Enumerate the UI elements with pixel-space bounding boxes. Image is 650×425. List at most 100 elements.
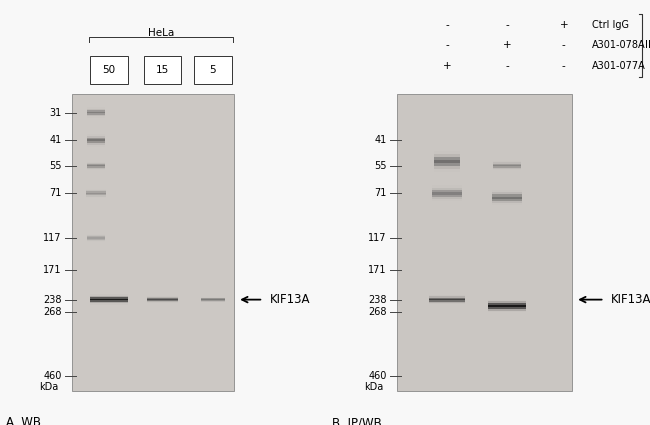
Text: kDa: kDa [364, 382, 384, 393]
Bar [493, 169, 521, 170]
Bar [432, 195, 461, 197]
Text: 238: 238 [369, 295, 387, 305]
Bar [87, 145, 105, 147]
Bar [86, 194, 105, 196]
Bar [87, 136, 105, 138]
Text: +: + [443, 61, 451, 71]
Text: -: - [445, 40, 448, 51]
Bar [201, 297, 225, 298]
Text: 117: 117 [369, 233, 387, 243]
Bar [90, 302, 127, 303]
Bar [147, 302, 178, 303]
Bar [493, 165, 521, 167]
Bar [86, 190, 105, 191]
Bar [434, 163, 460, 166]
Bar [87, 164, 105, 165]
Bar [87, 141, 105, 143]
Bar [493, 167, 521, 168]
Bar [87, 163, 105, 164]
Text: 268: 268 [44, 307, 62, 317]
Bar [432, 187, 461, 190]
Text: 71: 71 [374, 188, 387, 198]
Text: kDa: kDa [39, 382, 58, 393]
Bar [72, 94, 234, 391]
Text: 41: 41 [49, 135, 62, 145]
Text: 460: 460 [369, 371, 387, 381]
Bar [87, 110, 105, 112]
Bar [147, 296, 178, 297]
Text: -: - [562, 61, 566, 71]
Bar [432, 190, 461, 192]
Bar [86, 193, 105, 194]
Bar [90, 296, 127, 297]
Text: HeLa: HeLa [148, 28, 174, 38]
Bar [432, 192, 461, 195]
Bar [493, 164, 521, 165]
Bar [488, 305, 526, 307]
Bar [491, 195, 523, 196]
Bar [86, 196, 105, 197]
Bar [87, 162, 105, 163]
Bar [429, 298, 465, 299]
Text: 55: 55 [49, 161, 62, 171]
Bar [201, 298, 225, 299]
Bar [201, 300, 225, 301]
Bar [90, 57, 127, 84]
Bar [429, 302, 465, 303]
Bar [87, 234, 105, 235]
Bar [429, 299, 465, 300]
Text: 460: 460 [44, 371, 62, 381]
Bar [90, 303, 127, 305]
Bar [491, 201, 523, 203]
Bar [87, 167, 105, 169]
Text: KIF13A: KIF13A [270, 293, 310, 306]
Bar [87, 108, 105, 109]
Text: 31: 31 [49, 108, 62, 118]
Bar [493, 168, 521, 169]
Bar [147, 298, 178, 299]
Bar [87, 138, 105, 139]
Bar [87, 113, 105, 115]
Text: IP: IP [645, 40, 650, 51]
Bar [493, 162, 521, 164]
Bar [434, 166, 460, 169]
Bar [87, 134, 105, 136]
Bar [396, 94, 572, 391]
Bar [434, 157, 460, 160]
Text: 50: 50 [102, 65, 116, 75]
Bar [87, 109, 105, 110]
Text: -: - [505, 61, 509, 71]
Bar [491, 192, 523, 195]
Text: 5: 5 [209, 65, 216, 75]
Text: 15: 15 [156, 65, 169, 75]
Bar [90, 300, 127, 302]
Bar [87, 116, 105, 118]
Bar [434, 151, 460, 154]
Bar [429, 303, 465, 304]
Bar [434, 169, 460, 172]
Bar [87, 241, 105, 242]
Text: 171: 171 [369, 265, 387, 275]
Bar [87, 236, 105, 238]
Bar [488, 307, 526, 309]
Bar [432, 197, 461, 199]
Bar [90, 299, 127, 300]
Bar [201, 302, 225, 303]
Bar [429, 296, 465, 297]
Bar [86, 189, 105, 190]
Bar [201, 299, 225, 300]
Bar [429, 295, 465, 296]
Text: 171: 171 [44, 265, 62, 275]
Text: -: - [445, 20, 448, 30]
Bar [194, 57, 231, 84]
Bar [87, 169, 105, 170]
Bar [434, 160, 460, 163]
Bar [87, 240, 105, 241]
Text: 41: 41 [374, 135, 387, 145]
Text: A. WB: A. WB [6, 416, 42, 425]
Bar [488, 303, 526, 305]
Text: KIF13A: KIF13A [611, 293, 650, 306]
Bar [491, 203, 523, 205]
Text: Ctrl IgG: Ctrl IgG [592, 20, 629, 30]
Text: 55: 55 [374, 161, 387, 171]
